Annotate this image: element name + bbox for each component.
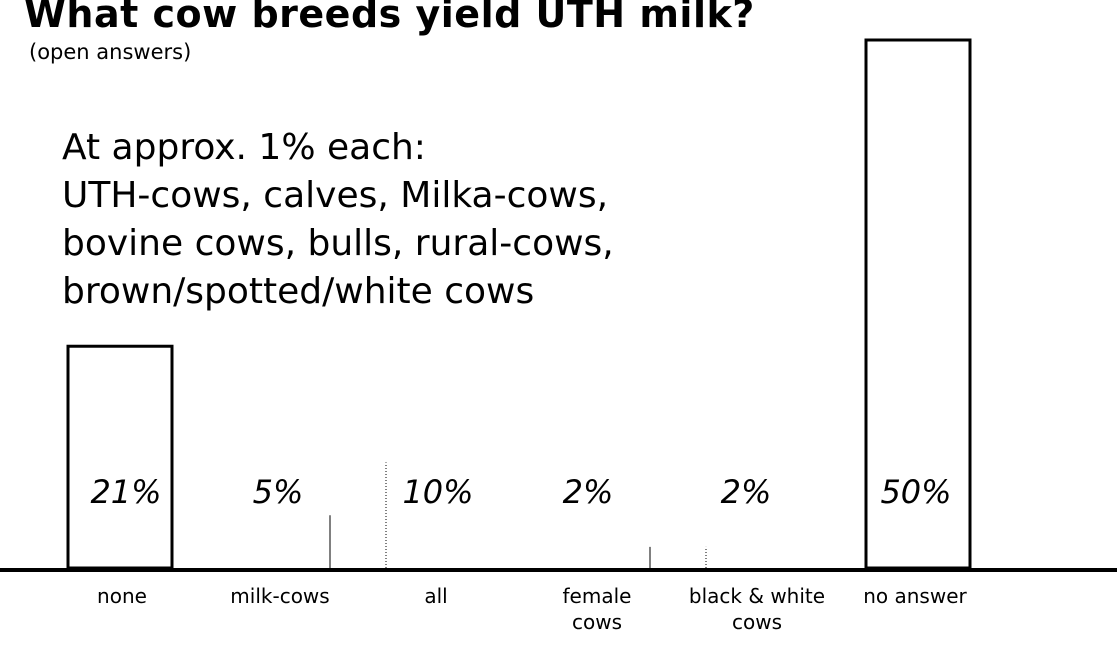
chart-annotation: At approx. 1% each: UTH-cows, calves, Mi… bbox=[62, 124, 614, 316]
data-label: 5% bbox=[253, 473, 304, 511]
bars-group bbox=[66, 38, 972, 570]
data-label: 2% bbox=[563, 473, 614, 511]
bar bbox=[864, 38, 972, 570]
chart-subtitle: (open answers) bbox=[29, 40, 192, 64]
category-label: female bbox=[563, 584, 632, 608]
data-label: 50% bbox=[880, 473, 951, 511]
category-label: no answer bbox=[863, 584, 967, 608]
annotation-line: brown/spotted/white cows bbox=[62, 271, 535, 312]
category-label: none bbox=[97, 584, 147, 608]
annotation-line: At approx. 1% each: bbox=[62, 127, 426, 168]
data-label: 2% bbox=[721, 473, 772, 511]
category-label: black & white bbox=[689, 584, 825, 608]
data-label: 10% bbox=[402, 473, 473, 511]
data-label: 21% bbox=[90, 473, 161, 511]
annotation-line: UTH-cows, calves, Milka-cows, bbox=[62, 175, 609, 216]
category-label: all bbox=[424, 584, 447, 608]
category-label: cows bbox=[732, 610, 782, 634]
annotation-line: bovine cows, bulls, rural-cows, bbox=[62, 223, 614, 264]
bar bbox=[66, 344, 174, 570]
category-label: milk-cows bbox=[230, 584, 329, 608]
chart-title: What cow breeds yield UTH milk? bbox=[24, 0, 755, 36]
value-labels-group: 21% 5% 10% 2% 2% 50% bbox=[90, 473, 951, 511]
category-label: cows bbox=[572, 610, 622, 634]
